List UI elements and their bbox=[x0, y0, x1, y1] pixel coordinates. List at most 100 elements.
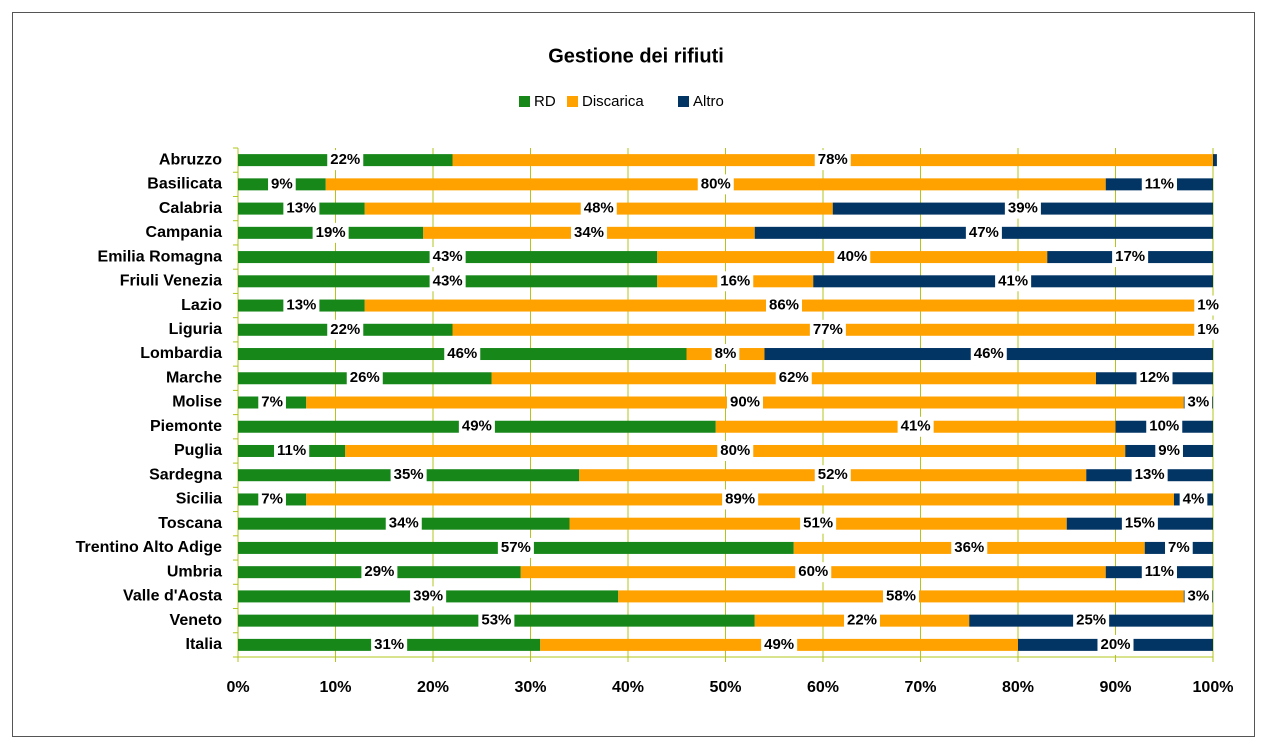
data-label-group: 16% bbox=[717, 271, 754, 292]
y-tick-label: Sicilia bbox=[176, 491, 222, 508]
data-label: 11% bbox=[1145, 563, 1174, 580]
data-label-group: 13% bbox=[283, 295, 320, 316]
data-label-group: 80% bbox=[697, 174, 734, 195]
data-label-bg bbox=[882, 586, 920, 607]
data-label-bg bbox=[390, 465, 427, 486]
data-label-bg bbox=[965, 222, 1002, 243]
x-tick-label: 90% bbox=[1099, 679, 1131, 696]
data-label: 89% bbox=[725, 490, 755, 507]
data-label: 60% bbox=[798, 563, 828, 580]
data-label-bg bbox=[800, 513, 837, 534]
data-label-group: 90% bbox=[726, 392, 764, 413]
y-tick-label: Piemonte bbox=[150, 418, 222, 435]
data-label-bg bbox=[814, 150, 851, 171]
data-label-group: 22% bbox=[843, 610, 881, 631]
x-tick-label: 10% bbox=[319, 679, 351, 696]
data-label-group: 29% bbox=[361, 562, 398, 583]
data-label-group: 31% bbox=[371, 634, 408, 655]
y-tick-label: Italia bbox=[186, 636, 223, 653]
data-label-group: 39% bbox=[410, 586, 447, 607]
data-label-group: 11% bbox=[274, 440, 310, 461]
data-label: 35% bbox=[394, 466, 424, 483]
data-label: 39% bbox=[1008, 200, 1038, 217]
y-tick-label: Molise bbox=[172, 394, 222, 411]
data-label-group: 49% bbox=[458, 416, 495, 437]
data-label-group: 34% bbox=[570, 222, 608, 243]
data-label: 11% bbox=[1145, 175, 1174, 192]
data-label-bg bbox=[371, 634, 408, 655]
data-label: 43% bbox=[433, 248, 463, 265]
legend-label: Discarica bbox=[582, 93, 644, 110]
y-tick-label: Friuli Venezia bbox=[120, 273, 222, 290]
data-label-bg bbox=[570, 222, 608, 243]
data-label: 53% bbox=[481, 612, 511, 629]
data-label-bg bbox=[834, 247, 871, 268]
data-label-group: 86% bbox=[765, 295, 803, 316]
data-label-bg bbox=[711, 344, 740, 365]
data-label: 49% bbox=[462, 418, 492, 435]
data-label-bg bbox=[327, 319, 364, 340]
data-label-group: 1% bbox=[1194, 319, 1222, 340]
data-label-group: 36% bbox=[951, 537, 988, 558]
data-label: 3% bbox=[1188, 393, 1210, 410]
data-label-group: 22% bbox=[327, 319, 364, 340]
data-label: 46% bbox=[974, 345, 1004, 362]
data-label-bg bbox=[1073, 610, 1110, 631]
data-label-bg bbox=[429, 247, 466, 268]
data-label-group: 51% bbox=[800, 513, 837, 534]
data-label-group: 57% bbox=[497, 537, 534, 558]
data-label: 7% bbox=[261, 393, 283, 410]
data-label-group: 60% bbox=[795, 562, 832, 583]
data-label: 40% bbox=[837, 248, 867, 265]
data-label-bg bbox=[814, 465, 851, 486]
y-tick-label: Lombardia bbox=[140, 345, 222, 362]
data-label-bg bbox=[697, 174, 734, 195]
data-label-group: 40% bbox=[834, 247, 871, 268]
data-label-bg bbox=[775, 368, 812, 389]
data-label-bg bbox=[1136, 368, 1173, 389]
data-label-bg bbox=[1097, 634, 1134, 655]
y-tick-label: Lazio bbox=[181, 297, 222, 314]
data-label-group: 35% bbox=[390, 465, 427, 486]
data-label: 34% bbox=[574, 224, 604, 241]
y-tick-label: Veneto bbox=[170, 612, 223, 629]
y-tick-label: Toscana bbox=[158, 515, 222, 532]
data-label-group: 20% bbox=[1097, 634, 1134, 655]
data-label-group: 46% bbox=[444, 344, 481, 365]
x-tick-label: 100% bbox=[1193, 679, 1234, 696]
data-label-bg bbox=[327, 150, 364, 171]
data-label-group: 80% bbox=[717, 440, 754, 461]
data-label: 43% bbox=[433, 272, 463, 289]
data-label-group: 77% bbox=[809, 319, 846, 340]
data-label-bg bbox=[268, 174, 296, 195]
y-tick-label: Trentino Alto Adige bbox=[76, 539, 222, 556]
data-label: 90% bbox=[730, 393, 760, 410]
data-label: 20% bbox=[1100, 636, 1130, 653]
data-label-bg bbox=[1131, 465, 1168, 486]
data-label-group: 10% bbox=[1146, 416, 1183, 437]
data-label: 86% bbox=[769, 297, 799, 314]
data-label: 12% bbox=[1139, 369, 1169, 386]
data-label-group: 52% bbox=[814, 465, 851, 486]
data-label-bg bbox=[283, 198, 320, 219]
data-label-bg bbox=[809, 319, 846, 340]
data-label-bg bbox=[761, 634, 798, 655]
legend-label: RD bbox=[534, 93, 556, 110]
data-label-bg bbox=[1179, 489, 1208, 510]
x-tick-label: 20% bbox=[417, 679, 449, 696]
data-label: 1% bbox=[1197, 321, 1219, 338]
data-label-group: 4% bbox=[1179, 489, 1208, 510]
data-label: 7% bbox=[261, 490, 283, 507]
data-label: 80% bbox=[701, 175, 731, 192]
data-label-group: 11% bbox=[1141, 562, 1177, 583]
x-tick-label: 80% bbox=[1002, 679, 1034, 696]
y-tick-label: Puglia bbox=[174, 442, 222, 459]
data-label-group: 9% bbox=[268, 174, 296, 195]
data-label-bg bbox=[478, 610, 515, 631]
data-label: 1% bbox=[1197, 297, 1219, 314]
data-label-group: 47% bbox=[965, 222, 1002, 243]
data-label-bg bbox=[951, 537, 988, 558]
data-label-bg bbox=[258, 392, 286, 413]
data-label: 15% bbox=[1125, 515, 1155, 532]
